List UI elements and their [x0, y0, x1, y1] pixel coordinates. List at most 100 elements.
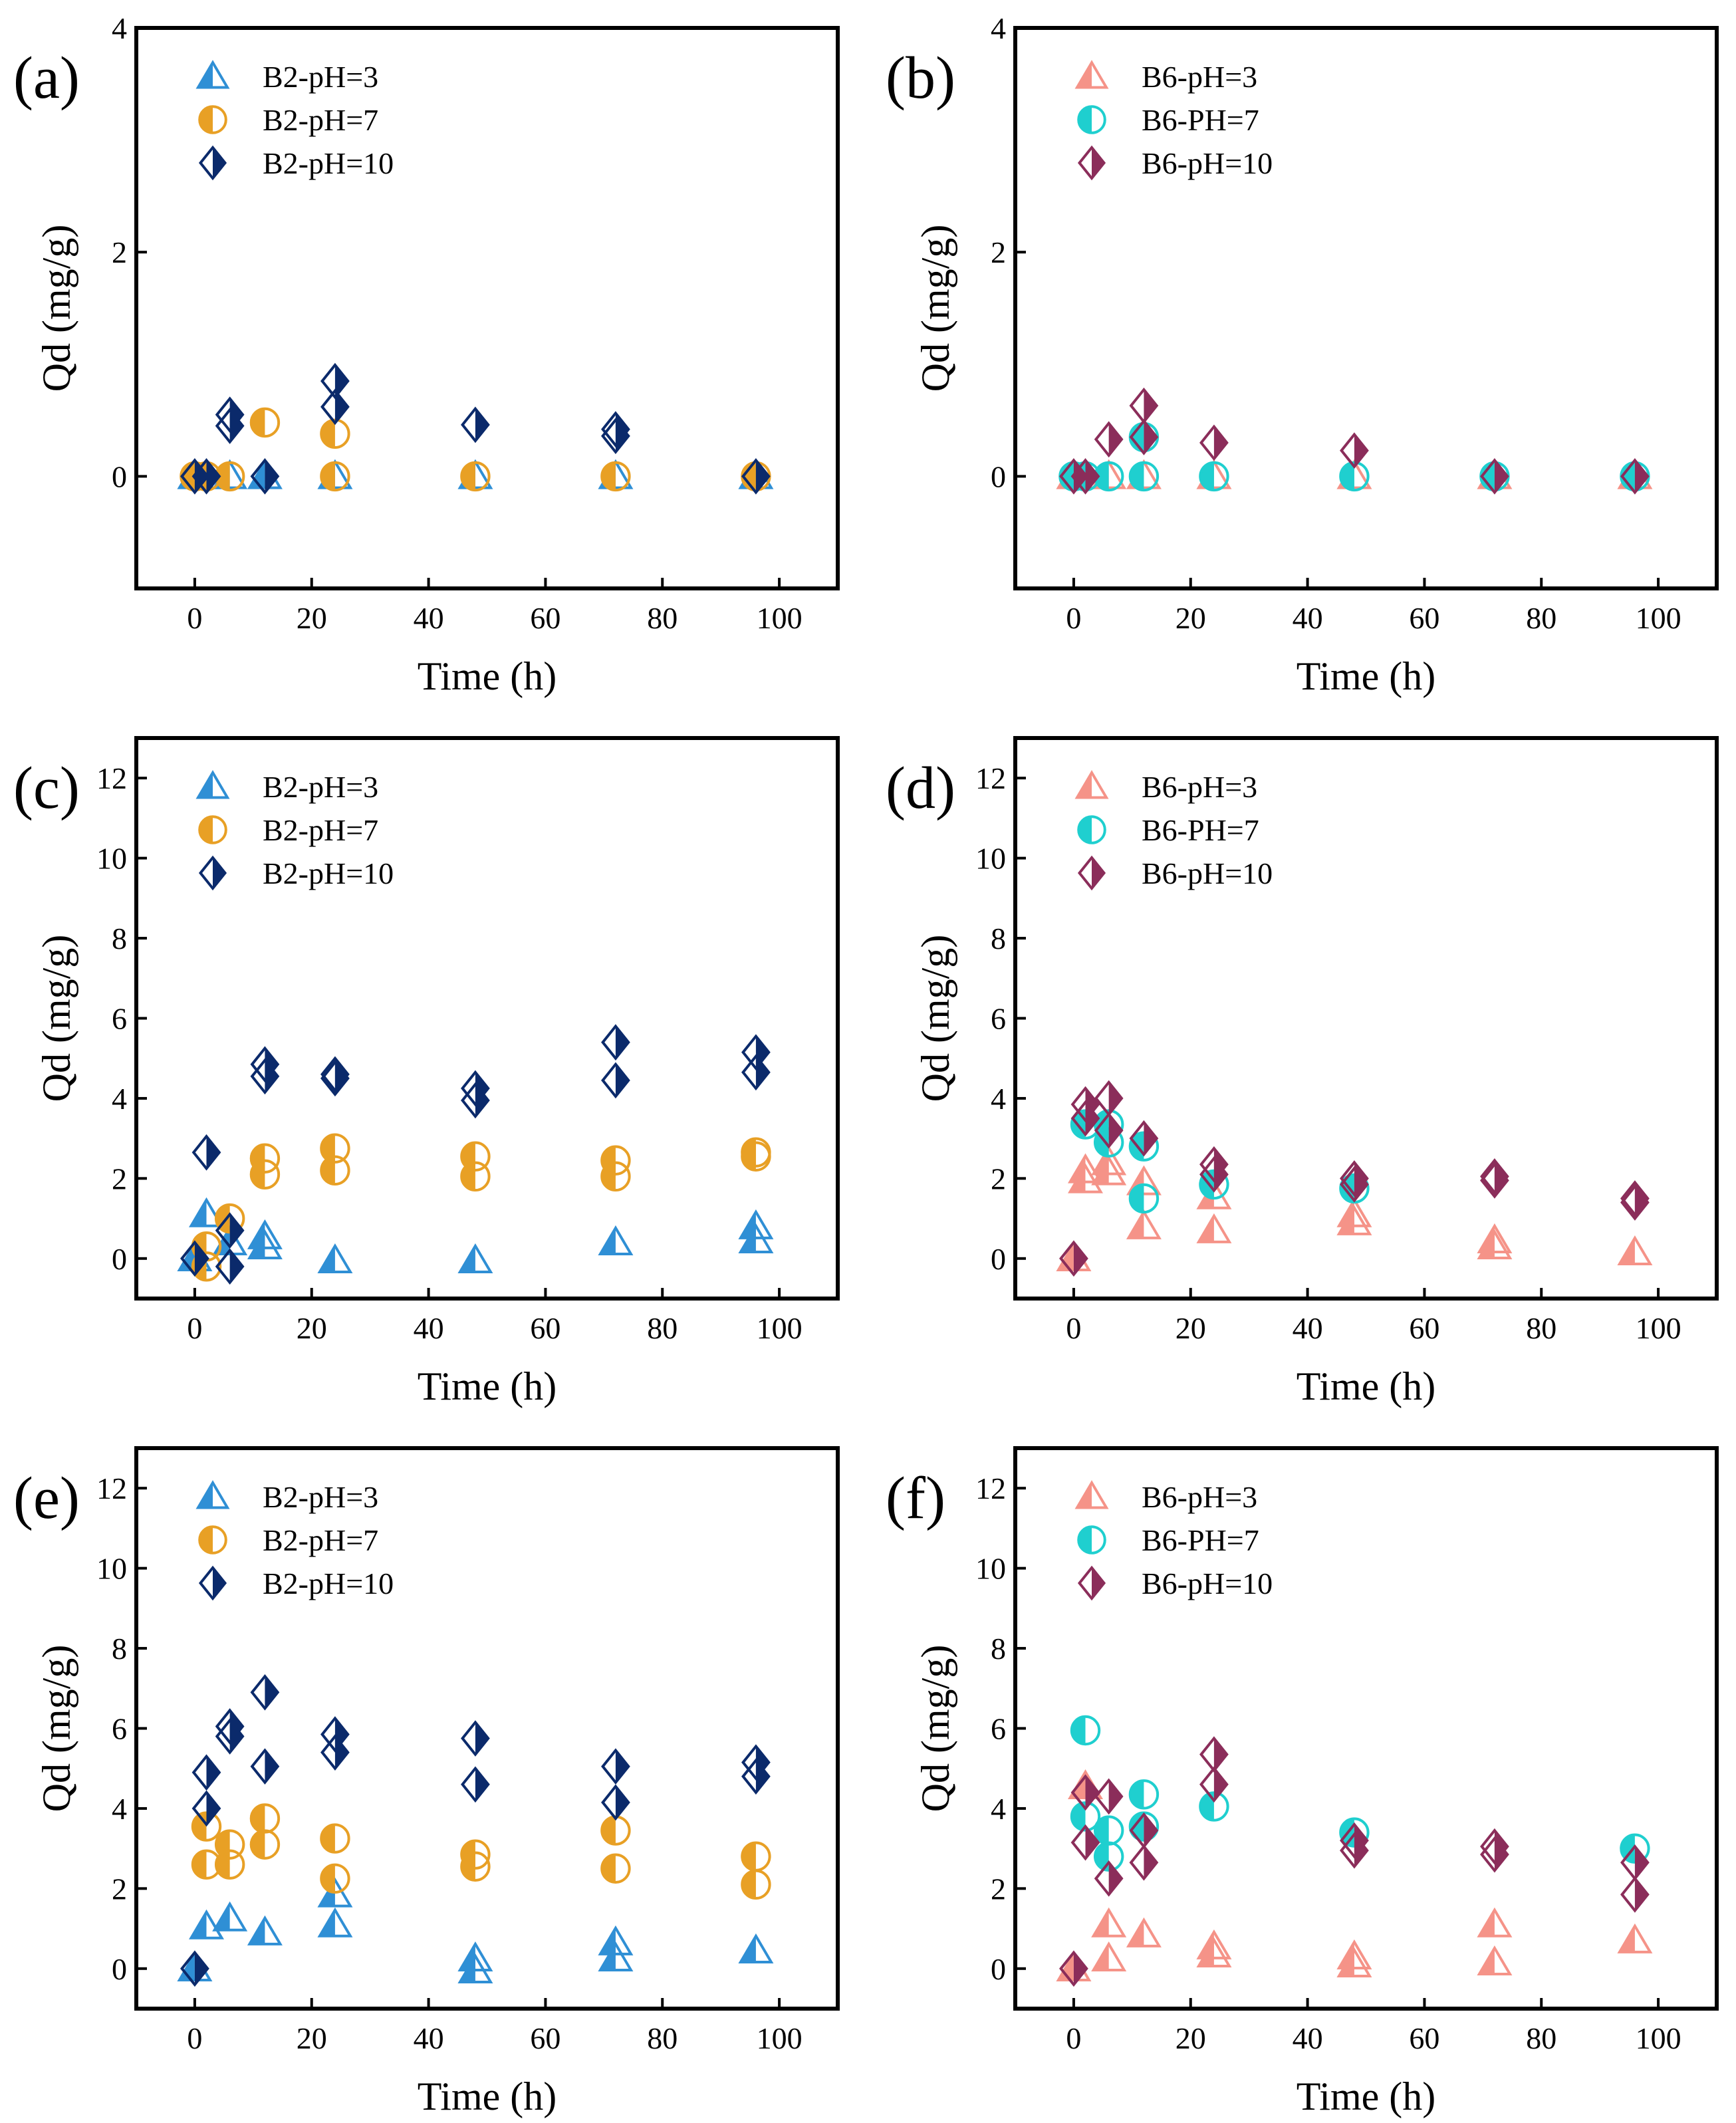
legend-marker — [198, 145, 227, 181]
y-tick-label: 12 — [975, 1471, 1006, 1505]
x-tick-label: 60 — [530, 2021, 560, 2055]
data-point — [215, 1718, 245, 1755]
data-point — [741, 1141, 771, 1172]
data-point — [189, 1909, 224, 1939]
data-point — [600, 1815, 631, 1846]
data-point — [320, 1060, 350, 1097]
x-tick-label: 20 — [1176, 601, 1206, 635]
x-tick-label: 80 — [1526, 2021, 1556, 2055]
plot-frame — [1013, 1446, 1719, 2011]
data-point — [250, 1748, 280, 1785]
data-point — [460, 1161, 491, 1192]
data-point — [601, 1062, 630, 1099]
panel-a: 0 20 40 60 80 100 0 2 4 Time (h) Qd (mg/g) (a) B2-pH… — [13, 11, 840, 698]
y-tick-label: 6 — [112, 1712, 127, 1746]
y-tick-label: 10 — [96, 842, 127, 876]
data-point — [1199, 424, 1229, 461]
data-point — [180, 1240, 209, 1277]
x-tick-label: 40 — [1293, 2021, 1323, 2055]
data-point — [1070, 1824, 1100, 1861]
data-point — [1620, 1876, 1650, 1913]
data-point — [601, 1748, 630, 1785]
data-point — [180, 458, 209, 495]
y-tick-label: 4 — [991, 1792, 1006, 1826]
data-point — [215, 1248, 245, 1285]
y-tick-label: 2 — [112, 1162, 127, 1195]
x-tick-label: 20 — [1176, 1311, 1206, 1345]
data-point — [1068, 1163, 1103, 1193]
legend-marker — [1077, 1525, 1106, 1555]
x-tick-label: 20 — [297, 1311, 327, 1345]
data-point — [249, 1829, 281, 1860]
legend-marker — [198, 855, 227, 891]
x-tick-label: 60 — [1409, 2021, 1439, 2055]
data-point — [1091, 1941, 1127, 1971]
y-tick-label: 10 — [975, 842, 1006, 876]
data-point — [247, 1915, 283, 1945]
plot-frame — [134, 736, 840, 1301]
legend-label: B6-pH=3 — [1142, 1480, 1257, 1514]
data-point — [1059, 1240, 1088, 1277]
y-axis-title: Qd (mg/g) — [35, 1645, 78, 1812]
data-point — [1617, 1235, 1653, 1266]
y-tick-label: 0 — [991, 1952, 1006, 1986]
x-tick-label: 40 — [1293, 1311, 1323, 1345]
data-point — [1620, 1184, 1650, 1221]
x-tick-label: 0 — [1066, 601, 1081, 635]
data-point — [460, 1851, 491, 1882]
x-tick-label: 0 — [1066, 1311, 1081, 1345]
data-point — [1128, 1183, 1160, 1214]
x-tick-label: 80 — [1526, 1311, 1556, 1345]
legend-label: B2-pH=7 — [263, 1523, 378, 1557]
data-point — [457, 1953, 493, 1984]
data-point — [1477, 1945, 1513, 1976]
data-point — [1199, 1766, 1229, 1803]
data-point — [600, 461, 631, 492]
data-point — [738, 1933, 774, 1963]
data-point — [320, 1155, 350, 1186]
data-point — [741, 1841, 771, 1872]
data-point — [741, 1758, 771, 1795]
y-tick-label: 12 — [96, 1471, 127, 1505]
y-axis-title: Qd (mg/g) — [914, 225, 957, 392]
data-point — [320, 461, 350, 492]
y-tick-label: 8 — [991, 1632, 1006, 1666]
data-point — [600, 1853, 631, 1884]
data-point — [180, 1950, 209, 1987]
data-point — [1336, 1939, 1372, 1969]
data-point — [214, 1849, 245, 1880]
data-point — [320, 388, 350, 426]
data-point — [320, 1823, 350, 1854]
data-point — [461, 406, 490, 443]
plot-frame — [1013, 26, 1719, 590]
panel-c: 0 20 40 60 80 100 0 2 4 6 8 10 12 Time (h) Qd (mg/g) (c… — [13, 736, 840, 1408]
legend-marker — [198, 105, 227, 134]
data-point — [461, 1082, 490, 1119]
y-tick-label: 2 — [991, 1162, 1006, 1195]
y-tick-label: 4 — [991, 1082, 1006, 1116]
x-tick-label: 40 — [414, 2021, 444, 2055]
legend-label: B2-pH=3 — [263, 1480, 378, 1514]
data-point — [598, 1941, 634, 1971]
plot-frame — [134, 26, 840, 590]
y-axis-title: Qd (mg/g) — [914, 1645, 957, 1812]
legend-marker — [1077, 105, 1106, 134]
legend-marker — [1074, 60, 1109, 89]
data-point — [1129, 419, 1159, 455]
data-point — [191, 1754, 221, 1791]
data-point — [1196, 1213, 1232, 1243]
data-point — [249, 1803, 281, 1834]
legend-label: B2-pH=3 — [263, 60, 378, 94]
x-tick-label: 80 — [647, 601, 678, 635]
y-tick-label: 2 — [991, 1872, 1006, 1906]
x-tick-label: 0 — [187, 1311, 202, 1345]
x-axis-title: Time (h) — [418, 2074, 557, 2118]
panel-label: (e) — [13, 1465, 80, 1531]
data-point — [1094, 1778, 1124, 1815]
legend-marker — [198, 1565, 227, 1601]
plot-frame — [1013, 736, 1719, 1301]
data-point — [317, 1243, 353, 1274]
data-point — [320, 1734, 350, 1771]
y-tick-label: 0 — [112, 459, 127, 493]
